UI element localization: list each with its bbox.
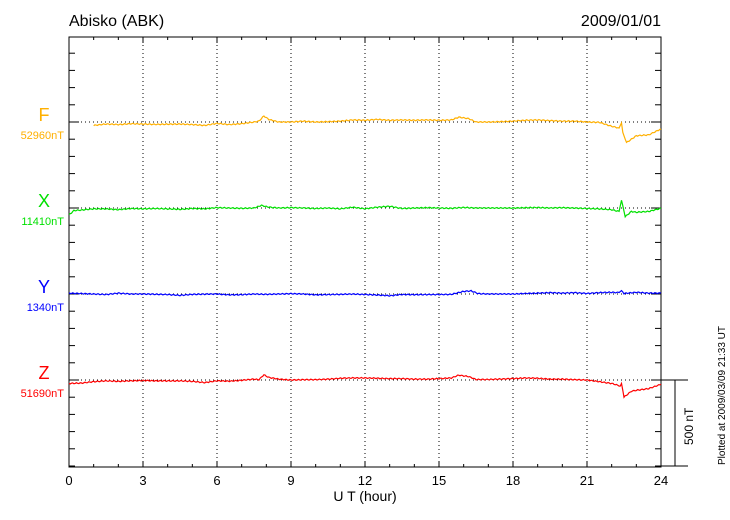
series-line-x — [68, 200, 662, 219]
series-name-x: X — [38, 191, 50, 211]
series-baseline-z: 51690nT — [21, 388, 65, 400]
x-tick-label: 18 — [506, 473, 520, 488]
x-tick-label: 24 — [654, 473, 668, 488]
series-baseline-y: 1340nT — [27, 302, 65, 314]
series-line-y — [68, 289, 662, 297]
x-tick-label: 15 — [432, 473, 446, 488]
chart-date: 2009/01/01 — [581, 13, 661, 30]
series-baseline-x: 11410nT — [21, 216, 64, 228]
scale-bar-label: 500 nT — [682, 407, 696, 445]
chart-title: Abisko (ABK) — [69, 13, 164, 30]
x-tick-label: 12 — [358, 473, 372, 488]
series-line-z — [68, 374, 662, 399]
series-baseline-f: 52960nT — [21, 130, 65, 142]
series-line-f — [93, 115, 662, 144]
x-tick-label: 9 — [287, 473, 294, 488]
x-axis-label: U T (hour) — [333, 488, 396, 504]
series-name-y: Y — [38, 277, 50, 297]
x-tick-label: 21 — [580, 473, 594, 488]
x-tick-label: 3 — [139, 473, 146, 488]
x-tick-label: 6 — [213, 473, 220, 488]
footer-plotted-at: Plotted at 2009/03/09 21:33 UT — [717, 326, 728, 465]
series-name-f: F — [39, 105, 50, 125]
x-tick-label: 0 — [65, 473, 72, 488]
series-name-z: Z — [39, 363, 50, 383]
